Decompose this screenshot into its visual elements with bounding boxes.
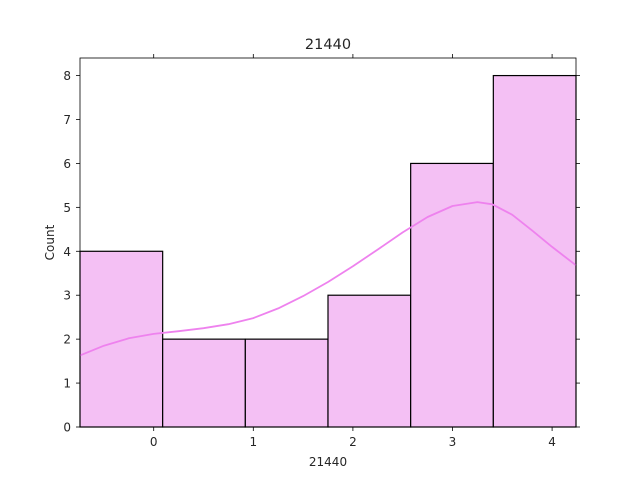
- y-tick-label: 4: [63, 245, 71, 259]
- histogram-bar-5: [492, 74, 577, 428]
- histogram-bar-1: [162, 338, 246, 428]
- y-tick-label: 0: [63, 421, 71, 435]
- chart-title: 21440: [305, 37, 351, 53]
- y-tick-label: 2: [63, 333, 71, 347]
- y-tick-label: 8: [63, 69, 71, 83]
- plot-frame: [79, 57, 577, 428]
- x-tick-label: 1: [249, 435, 257, 449]
- histogram-bar-3: [327, 294, 412, 428]
- y-tick-label: 1: [63, 377, 71, 391]
- x-tick-label: 4: [548, 435, 556, 449]
- y-axis-title: Count: [43, 224, 57, 260]
- histogram-bar-2: [244, 338, 329, 428]
- y-tick-label: 3: [63, 289, 71, 303]
- x-axis-title: 21440: [309, 455, 347, 469]
- x-tick-label: 2: [349, 435, 357, 449]
- kde-curve: [79, 201, 577, 357]
- x-tick-label: 3: [449, 435, 457, 449]
- histogram-bar-4: [410, 162, 494, 428]
- y-tick-label: 7: [63, 113, 71, 127]
- x-tick-label: 0: [150, 435, 158, 449]
- y-tick-label: 5: [63, 201, 71, 215]
- histogram-bar-0: [79, 250, 164, 428]
- y-tick-label: 6: [63, 157, 71, 171]
